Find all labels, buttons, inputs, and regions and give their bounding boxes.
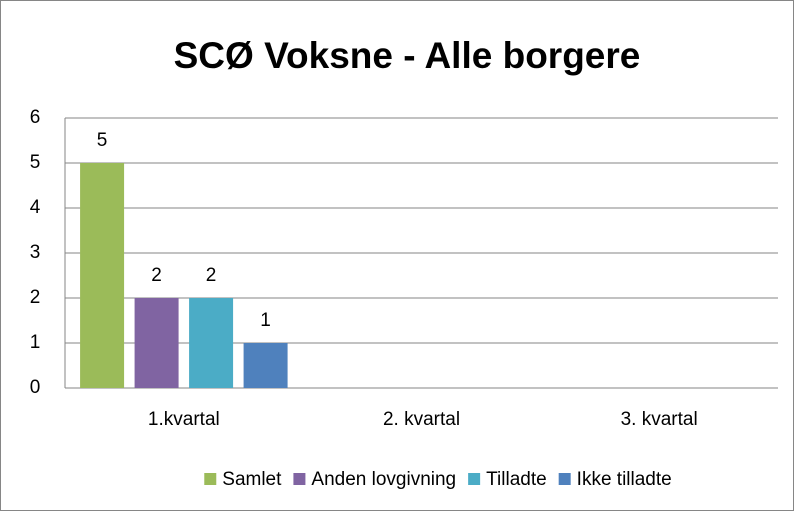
data-label: 2 xyxy=(206,265,217,286)
y-tick-label: 4 xyxy=(30,197,41,218)
y-tick-label: 2 xyxy=(30,287,41,308)
bar xyxy=(134,298,179,388)
chart-title: SCØ Voksne - Alle borgere xyxy=(174,35,641,76)
legend-label: Tilladte xyxy=(486,469,547,490)
y-tick-label: 3 xyxy=(30,242,41,263)
y-tick-label: 5 xyxy=(30,152,41,173)
y-tick-label: 0 xyxy=(30,377,41,398)
data-label: 5 xyxy=(97,130,108,151)
y-tick-label: 6 xyxy=(30,107,41,128)
x-tick-label: 1.kvartal xyxy=(148,409,220,430)
legend-label: Samlet xyxy=(222,469,282,490)
legend-label: Ikke tilladte xyxy=(577,469,672,490)
legend-swatch xyxy=(468,473,481,485)
x-tick-label: 3. kvartal xyxy=(621,409,698,430)
bar xyxy=(189,298,234,388)
legend-swatch xyxy=(204,473,217,485)
x-tick-label: 2. kvartal xyxy=(383,409,460,430)
data-label: 2 xyxy=(151,265,162,286)
bar xyxy=(243,343,288,388)
legend-label: Anden lovgivning xyxy=(311,469,456,490)
data-label: 1 xyxy=(260,310,271,331)
y-tick-label: 1 xyxy=(30,332,41,353)
bar xyxy=(80,163,125,388)
legend-swatch xyxy=(293,473,306,485)
legend-swatch xyxy=(558,473,571,485)
